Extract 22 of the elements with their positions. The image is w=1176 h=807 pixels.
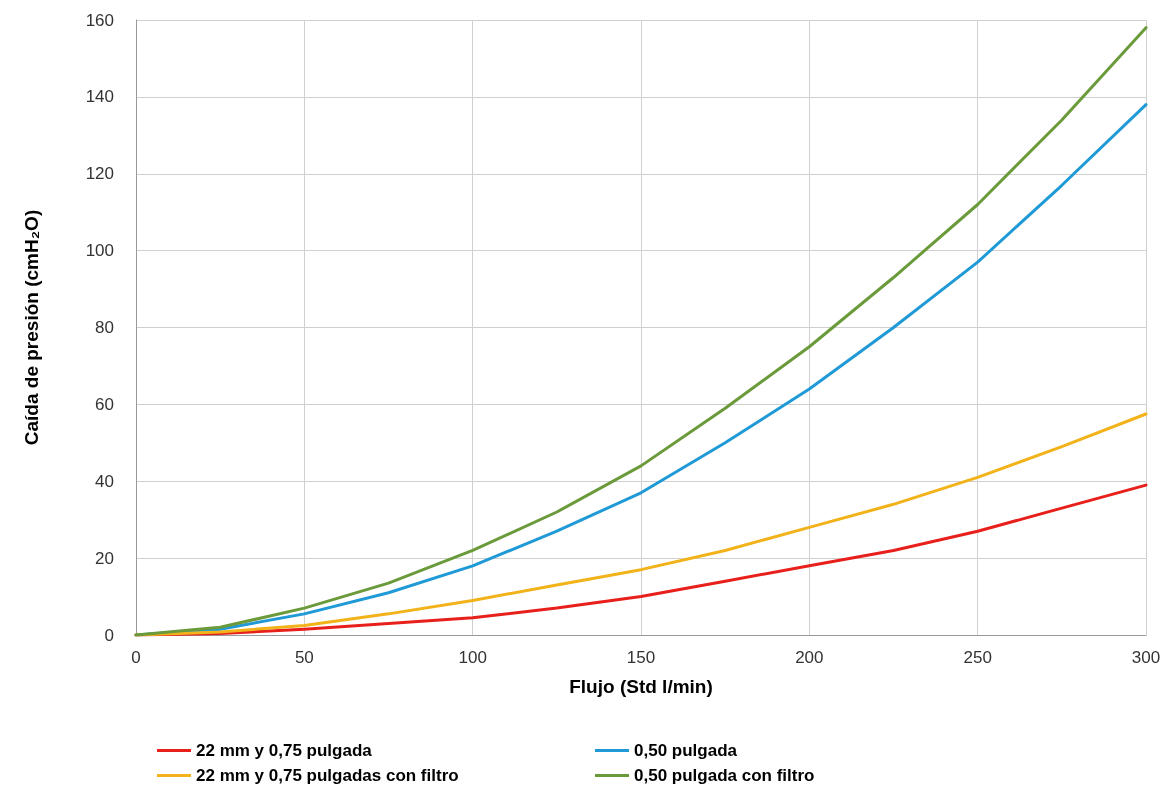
x-tick-label: 50 [294,648,314,667]
y-tick-label: 0 [104,625,114,645]
x-tick-label: 300 [1131,648,1161,667]
x-tick-label: 200 [795,648,824,667]
legend-label: 0,50 pulgada [634,741,738,760]
y-tick-label: 120 [85,164,114,184]
legend-label: 0,50 pulgada con filtro [634,766,815,785]
x-tick-label: 250 [963,648,992,667]
y-tick-label: 140 [85,87,114,107]
y-tick-label: 60 [95,394,114,414]
x-tick-label: 0 [131,648,141,667]
y-tick-label: 100 [85,241,114,261]
y-tick-label: 160 [85,10,114,30]
y-tick-label: 20 [95,548,114,568]
y-tick-label: 80 [95,318,114,337]
legend-label: 22 mm y 0,75 pulgada [196,741,373,760]
y-tick-label: 40 [95,471,114,491]
x-tick-label: 100 [458,648,487,667]
x-axis-title: Flujo (Std l/min) [569,676,713,697]
legend-label: 22 mm y 0,75 pulgadas con filtro [196,766,459,785]
x-tick-label: 150 [626,648,656,667]
y-axis-title: Caída de presión (cmH₂O) [21,209,42,446]
